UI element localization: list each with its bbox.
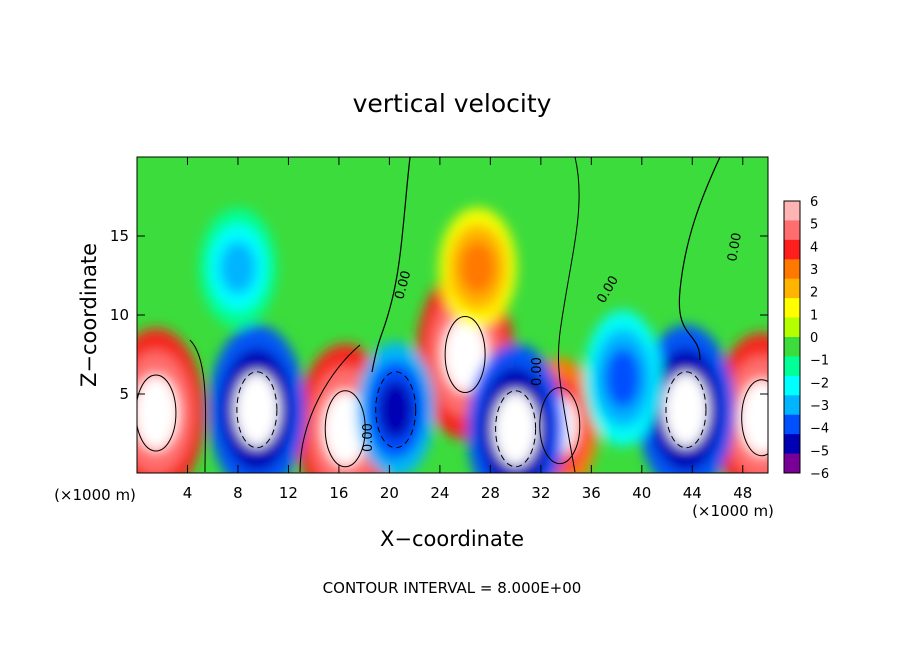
x-tick-label: 48 [733, 484, 752, 502]
field-contour-band [377, 379, 414, 440]
x-tick-label: 12 [279, 484, 298, 502]
colorbar-swatch [784, 239, 800, 260]
colorbar: 6 5 4 3 2 1 0 −1 −2 −3 −4 −5 −6 [783, 195, 829, 482]
contour-label: 0.00 [392, 269, 414, 301]
colorbar-tick-label: 4 [810, 240, 818, 255]
zero-contour-line [557, 157, 580, 473]
zero-contour-line [299, 344, 361, 473]
y-tick-label: 15 [110, 227, 129, 245]
field-contour-band [739, 380, 768, 456]
x-tick-label: 8 [233, 484, 243, 502]
contour-line [665, 371, 707, 449]
contour-line [375, 371, 417, 449]
zero-contour-line [189, 339, 207, 473]
field-contour-band [663, 372, 709, 448]
colorbar-frame [783, 200, 801, 474]
y-axis: 5 10 15 [110, 227, 768, 403]
colorbar-tick-label: −5 [810, 444, 829, 459]
field-contour-band [493, 391, 538, 467]
colorbar-tick-label: −3 [810, 399, 829, 414]
plot-area [137, 157, 768, 473]
field-contour-band [442, 317, 488, 392]
contour-label: 0.00 [725, 232, 745, 263]
x-tick-label: 36 [582, 484, 601, 502]
contour-line [495, 390, 537, 468]
colorbar-swatch [784, 298, 800, 319]
colorbar-swatch [784, 220, 800, 241]
field-contour-band [234, 372, 280, 448]
field-contour-band [322, 391, 368, 467]
x-unit-label-left: (×1000 m) [54, 486, 136, 504]
colorbar-swatch [784, 395, 800, 416]
contour-line [324, 390, 366, 468]
colorbar-tick-label: 0 [810, 331, 818, 346]
colorbar-swatch [784, 201, 800, 221]
contour-label: 0.00 [361, 423, 376, 452]
colorbar-tick-label: −4 [810, 422, 829, 437]
x-unit-label-right: (×1000 m) [692, 502, 774, 520]
colorbar-tick-label: 5 [810, 218, 818, 233]
x-tick-label: 40 [632, 484, 651, 502]
x-tick-label: 4 [183, 484, 193, 502]
colorbar-tick-label: −1 [810, 354, 829, 369]
contour-interval-note: CONTOUR INTERVAL = 8.000E+00 [323, 579, 582, 597]
velocity-field [137, 157, 768, 473]
zero-contour-line [678, 157, 721, 361]
colorbar-swatch [784, 453, 800, 474]
contour-line [137, 374, 177, 452]
y-tick-label: 10 [110, 306, 129, 324]
field-contour-band [220, 241, 256, 294]
colorbar-swatch [784, 337, 800, 357]
colorbar-swatch [784, 317, 800, 338]
field-contour-band [605, 348, 641, 409]
colorbar-swatch [784, 414, 800, 435]
zero-contour-line [371, 157, 411, 373]
colorbar-tick-label: 3 [810, 263, 818, 278]
contour-line [539, 387, 581, 465]
colorbar-swatch [784, 278, 800, 299]
colorbar-tick-label: −2 [810, 376, 829, 391]
colorbar-tick-label: 6 [810, 195, 818, 210]
contour-line [444, 316, 486, 393]
chart-title: vertical velocity [353, 89, 552, 118]
colorbar-swatch [784, 356, 800, 377]
x-tick-label: 16 [329, 484, 348, 502]
y-tick-label: 5 [119, 385, 129, 403]
colorbar-swatch [784, 434, 800, 455]
x-axis-label: X−coordinate [380, 527, 524, 551]
x-tick-label: 28 [481, 484, 500, 502]
contour-line [236, 371, 278, 449]
x-axis: 4 8 12 16 20 24 28 32 36 40 44 48 [183, 157, 752, 502]
colorbar-tick-label: 2 [810, 286, 818, 301]
x-tick-label: 24 [430, 484, 449, 502]
colorbar-tick-label: 1 [810, 308, 818, 323]
field-contour-band [459, 241, 496, 294]
x-tick-label: 20 [380, 484, 399, 502]
x-tick-label: 44 [683, 484, 702, 502]
colorbar-tick-label: −6 [810, 467, 829, 482]
contour-lines [137, 157, 768, 473]
y-axis-label: Z−coordinate [77, 243, 101, 387]
contour-line [741, 379, 768, 457]
colorbar-swatch [784, 375, 800, 396]
x-tick-label: 32 [531, 484, 550, 502]
field-contour-band [137, 375, 179, 451]
colorbar-swatch [784, 259, 800, 280]
contour-label: 0.00 [530, 357, 545, 386]
